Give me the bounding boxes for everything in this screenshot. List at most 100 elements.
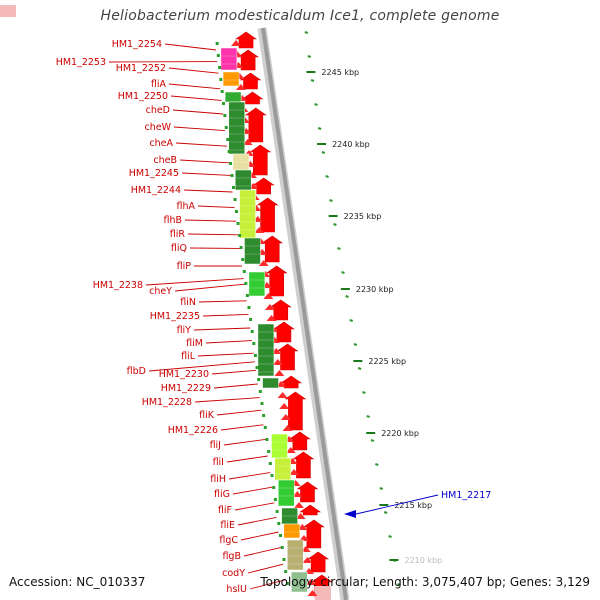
- mini-tick: [230, 174, 234, 177]
- small-arrow: [264, 304, 275, 310]
- mini-tick: [277, 522, 281, 525]
- gene-arrow-faded: [0, 5, 16, 17]
- gene-label: fliM: [186, 338, 203, 349]
- mini-tick: [267, 450, 271, 453]
- mini-tick: [284, 570, 288, 573]
- mini-tick: [245, 294, 249, 297]
- gene-leader-line: [197, 205, 235, 209]
- gene-label: HM1_2245: [129, 168, 179, 179]
- small-arrow: [305, 579, 316, 585]
- mini-tick: [220, 90, 224, 93]
- gene-arrow: [292, 451, 315, 479]
- gene-label: codY: [222, 568, 245, 579]
- gene-label: HM1_2235: [150, 311, 200, 322]
- gene-label: flbD: [127, 366, 146, 377]
- gene-leader-line: [164, 43, 217, 51]
- gene-leader-line: [194, 397, 260, 403]
- gene-block: [274, 457, 292, 481]
- mini-tick: [275, 510, 279, 513]
- gene-label: fliP: [177, 261, 192, 272]
- gene-label: fliL: [181, 351, 196, 362]
- gene-label: fliG: [214, 489, 230, 500]
- ruler-tick-label: 2230 kbp: [356, 285, 394, 294]
- gene-arrow: [288, 431, 311, 451]
- gene-leader-line: [198, 300, 247, 303]
- gene-arrow: [276, 343, 299, 371]
- ruler-dash: [329, 198, 333, 203]
- gene-leader-line: [168, 67, 219, 74]
- gene-leader-line: [216, 409, 262, 416]
- gene-label: HM1_2228: [142, 397, 192, 408]
- gene-leader-line: [172, 109, 224, 115]
- small-arrow: [282, 425, 293, 431]
- mini-tick: [270, 474, 274, 477]
- ruler-dash: [325, 174, 329, 179]
- gene-label: flhA: [176, 201, 195, 212]
- gene-label: fliR: [170, 229, 186, 240]
- mini-tick: [253, 354, 257, 357]
- mini-tick: [216, 54, 220, 57]
- highlight-leader-line: [355, 494, 439, 515]
- small-arrow: [294, 502, 305, 508]
- ruler-dash: [362, 390, 366, 395]
- highlight-marker: [344, 510, 356, 518]
- gene-block: [224, 91, 242, 103]
- small-arrow: [280, 414, 291, 420]
- ruler-dash: [304, 30, 309, 35]
- gene-label: HM1_2229: [161, 383, 211, 394]
- gene-label: fliY: [177, 325, 192, 336]
- gene-leader-line: [193, 327, 251, 331]
- mini-tick: [226, 138, 230, 141]
- gene-block: [244, 237, 261, 265]
- small-arrow: [274, 370, 285, 376]
- ruler-dash: [310, 78, 315, 83]
- mini-tick: [263, 426, 267, 429]
- mini-tick: [268, 462, 272, 465]
- mini-tick: [260, 402, 264, 405]
- gene-block: [234, 169, 252, 191]
- small-arrow: [285, 447, 296, 453]
- gene-label: fliN: [180, 297, 196, 308]
- gene-label: fliI: [213, 457, 224, 468]
- mini-tick: [244, 282, 248, 285]
- ruler-tick-label: 2235 kbp: [344, 212, 382, 221]
- gene-leader-line: [220, 424, 264, 431]
- ruler-dash: [314, 102, 318, 107]
- gene-leader-line: [174, 283, 245, 292]
- mini-tick: [218, 66, 222, 69]
- mini-tick: [241, 258, 245, 261]
- ruler-dash: [379, 486, 384, 491]
- ruler-dash: [388, 534, 392, 539]
- gene-leader-line: [228, 472, 271, 480]
- gene-block: [220, 47, 238, 71]
- gene-label: HM1_2238: [93, 280, 143, 291]
- gene-leader-line: [170, 95, 222, 101]
- gene-label: fliF: [218, 505, 232, 516]
- highlight-group: HM1_2217: [344, 490, 491, 518]
- gene-leader-line: [240, 531, 279, 541]
- gene-block: [262, 377, 279, 389]
- gene-arrow: [252, 177, 275, 195]
- mini-tick: [232, 186, 236, 189]
- mini-tick: [238, 234, 242, 237]
- gene-leader-line: [237, 516, 277, 526]
- gene-arrow: [244, 107, 267, 143]
- mini-tick: [235, 210, 239, 213]
- mini-tick: [265, 438, 269, 441]
- gene-leader-line: [226, 455, 268, 463]
- gene-block-group: [220, 47, 308, 593]
- small-arrow: [242, 139, 253, 145]
- small-arrow: [235, 84, 246, 90]
- gene-label: hslU: [226, 584, 247, 595]
- gene-leader-line: [181, 172, 231, 176]
- mini-tick: [279, 534, 283, 537]
- mini-tick: [229, 162, 233, 165]
- ruler-dash: [349, 318, 354, 323]
- mini-tick: [285, 582, 289, 585]
- gene-label: HM1_2244: [131, 185, 181, 196]
- gene-arrow-faded: [314, 586, 331, 600]
- mini-tick: [223, 114, 227, 117]
- gene-arrow: [241, 91, 264, 105]
